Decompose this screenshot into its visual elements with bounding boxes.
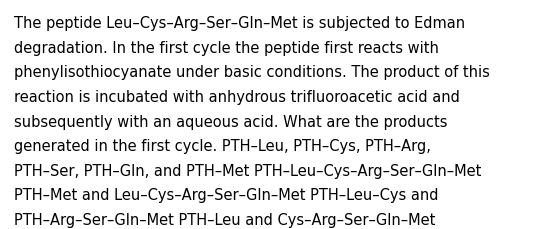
- Text: PTH–Ser, PTH–Gln, and PTH–Met PTH–Leu–Cys–Arg–Ser–Gln–Met: PTH–Ser, PTH–Gln, and PTH–Met PTH–Leu–Cy…: [14, 163, 482, 178]
- Text: reaction is incubated with anhydrous trifluoroacetic acid and: reaction is incubated with anhydrous tri…: [14, 90, 460, 104]
- Text: phenylisothiocyanate under basic conditions. The product of this: phenylisothiocyanate under basic conditi…: [14, 65, 490, 80]
- Text: subsequently with an aqueous acid. What are the products: subsequently with an aqueous acid. What …: [14, 114, 448, 129]
- Text: PTH–Arg–Ser–Gln–Met PTH–Leu and Cys–Arg–Ser–Gln–Met: PTH–Arg–Ser–Gln–Met PTH–Leu and Cys–Arg–…: [14, 212, 435, 227]
- Text: PTH–Met and Leu–Cys–Arg–Ser–Gln–Met PTH–Leu–Cys and: PTH–Met and Leu–Cys–Arg–Ser–Gln–Met PTH–…: [14, 188, 439, 202]
- Text: The peptide Leu–Cys–Arg–Ser–Gln–Met is subjected to Edman: The peptide Leu–Cys–Arg–Ser–Gln–Met is s…: [14, 16, 465, 31]
- Text: degradation. In the first cycle the peptide first reacts with: degradation. In the first cycle the pept…: [14, 41, 439, 55]
- Text: generated in the first cycle. PTH–Leu, PTH–Cys, PTH–Arg,: generated in the first cycle. PTH–Leu, P…: [14, 139, 431, 153]
